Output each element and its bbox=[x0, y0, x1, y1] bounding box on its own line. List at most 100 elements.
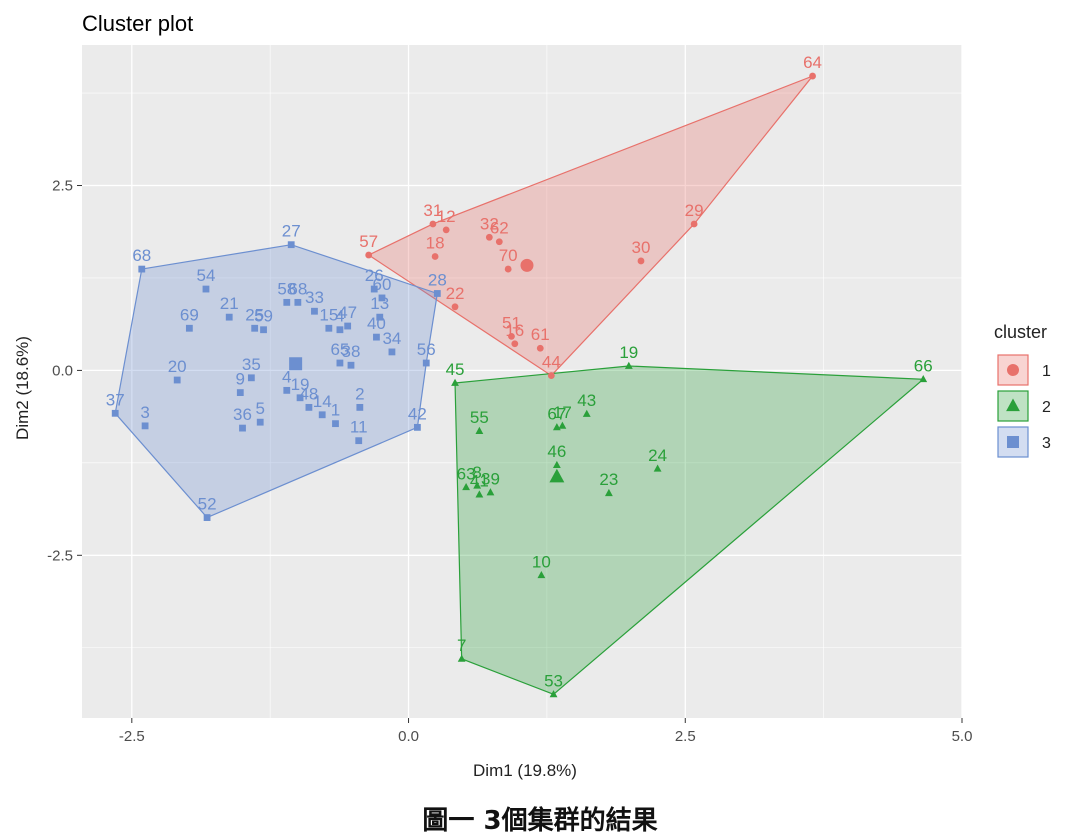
point-label: 60 bbox=[373, 275, 392, 294]
cluster-3-point bbox=[141, 422, 149, 430]
data-points bbox=[111, 72, 928, 698]
point-label: 19 bbox=[291, 375, 310, 394]
point-label: 37 bbox=[106, 390, 125, 409]
point-label: 62 bbox=[490, 219, 509, 238]
legend-title: cluster bbox=[994, 322, 1047, 342]
point-label: 54 bbox=[197, 266, 216, 285]
point-label: 34 bbox=[382, 329, 401, 348]
cluster-2-point bbox=[486, 488, 495, 496]
cluster-3-point bbox=[260, 326, 267, 334]
point-label: 45 bbox=[446, 360, 465, 379]
point-label: 69 bbox=[180, 305, 199, 324]
cluster-1-point bbox=[809, 72, 816, 80]
cluster-3-point bbox=[347, 361, 355, 369]
cluster-3-point bbox=[294, 298, 302, 306]
point-label: 36 bbox=[233, 405, 252, 424]
cluster-3-point bbox=[202, 285, 210, 293]
cluster-3-point bbox=[236, 389, 244, 396]
cluster-3-point bbox=[173, 376, 181, 384]
point-label: 15 bbox=[319, 305, 338, 324]
point-label: 42 bbox=[408, 404, 427, 423]
point-label: 52 bbox=[198, 495, 217, 514]
point-label: 8 bbox=[472, 463, 481, 482]
point-label: 26 bbox=[365, 266, 384, 285]
cluster-3-point bbox=[413, 423, 421, 431]
point-label: 25 bbox=[245, 305, 264, 324]
cluster-3-point bbox=[185, 324, 193, 332]
point-label: 68 bbox=[132, 246, 151, 265]
cluster-3-point bbox=[111, 409, 119, 417]
legend-marker-3 bbox=[1007, 436, 1019, 448]
cluster-1-point bbox=[690, 220, 698, 228]
cluster-3-point bbox=[376, 313, 384, 321]
point-label: 63 bbox=[457, 464, 476, 483]
cluster-2-point bbox=[537, 571, 546, 579]
point-label: 29 bbox=[685, 201, 704, 220]
cluster-1-point bbox=[365, 251, 373, 259]
point-label: 58 bbox=[277, 279, 296, 298]
cluster-1-point bbox=[451, 303, 459, 311]
point-label: 61 bbox=[531, 325, 550, 344]
cluster-3-point bbox=[373, 333, 380, 341]
x-tick-label: -2.5 bbox=[119, 728, 145, 745]
cluster-3-point bbox=[356, 403, 364, 411]
cluster-2-point bbox=[624, 361, 633, 369]
point-label: 48 bbox=[299, 384, 318, 403]
cluster-3-center bbox=[289, 357, 303, 371]
cluster-hulls bbox=[114, 74, 925, 696]
point-label: 65 bbox=[330, 340, 349, 359]
point-label: 19 bbox=[619, 343, 638, 362]
cluster-3-point bbox=[344, 322, 352, 330]
cluster-2-point bbox=[552, 460, 561, 468]
cluster-3-point bbox=[283, 386, 291, 394]
axes: -2.5 0.0 2.5 5.0 -2.5 0.0 2.5 bbox=[47, 178, 972, 745]
cluster-2-point bbox=[558, 421, 567, 429]
point-label: 16 bbox=[505, 321, 524, 340]
cluster-2-center bbox=[549, 468, 565, 483]
point-label: 66 bbox=[914, 356, 933, 375]
cluster-3-point bbox=[370, 285, 378, 293]
cluster-1-hull bbox=[367, 74, 815, 377]
cluster-2-point bbox=[475, 490, 484, 498]
point-label: 40 bbox=[367, 314, 386, 333]
cluster-1-point bbox=[485, 233, 493, 241]
cluster-3-point bbox=[247, 374, 255, 382]
point-label: 39 bbox=[481, 469, 500, 488]
point-label: 10 bbox=[532, 552, 551, 571]
cluster-3-point bbox=[239, 424, 246, 432]
point-label: 13 bbox=[370, 294, 389, 313]
point-label: 44 bbox=[542, 353, 561, 372]
y-tick-label: 2.5 bbox=[52, 178, 73, 195]
cluster-3-point bbox=[283, 298, 291, 306]
point-label: 33 bbox=[305, 288, 324, 307]
cluster-1-point bbox=[504, 265, 512, 273]
cluster-1-point bbox=[495, 238, 503, 246]
point-label: 7 bbox=[457, 636, 466, 655]
cluster-1-point bbox=[511, 340, 519, 348]
cluster-1-point bbox=[637, 257, 645, 265]
cluster-3-point bbox=[422, 359, 430, 367]
cluster-2-point bbox=[653, 464, 662, 472]
cluster-3-point bbox=[311, 307, 318, 315]
point-label: 55 bbox=[470, 408, 489, 427]
cluster-3-point bbox=[433, 290, 441, 297]
cluster-3-point bbox=[325, 324, 333, 332]
legend-marker-2 bbox=[1006, 398, 1020, 412]
point-label: 12 bbox=[437, 207, 456, 226]
cluster-3-point bbox=[225, 313, 233, 321]
point-label: 28 bbox=[428, 270, 447, 289]
point-label: 17 bbox=[553, 403, 572, 422]
point-label: 24 bbox=[648, 446, 667, 465]
cluster-1-point bbox=[547, 372, 555, 379]
cluster-1-point bbox=[536, 344, 544, 352]
cluster-2-point bbox=[451, 378, 459, 386]
cluster-3-point bbox=[388, 348, 396, 356]
point-label: 11 bbox=[350, 418, 368, 437]
cluster-2-point bbox=[582, 409, 591, 417]
cluster-3-point bbox=[251, 324, 259, 332]
cluster-1-point bbox=[429, 220, 437, 228]
point-label: 31 bbox=[423, 201, 442, 220]
x-tick-label: 2.5 bbox=[675, 728, 696, 745]
y-tick-label: 0.0 bbox=[52, 362, 73, 379]
